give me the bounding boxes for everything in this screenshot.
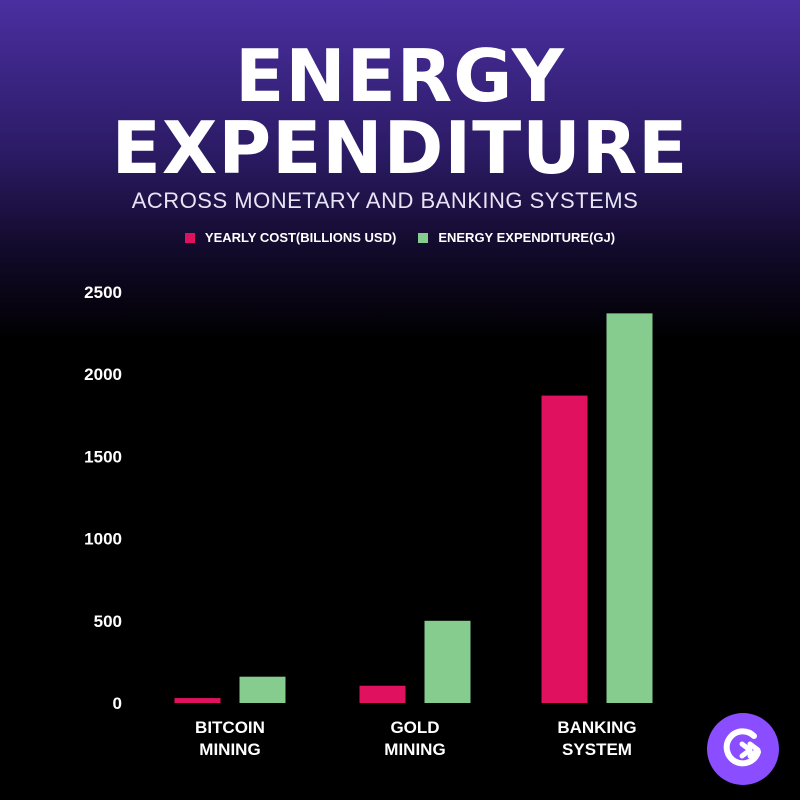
legend-item-energy: ENERGY EXPENDITURE(GJ) — [418, 230, 615, 245]
y-tick-label: 1000 — [84, 530, 122, 549]
y-tick-label: 2000 — [84, 365, 122, 384]
legend: YEARLY COST(BILLIONS USD) ENERGY EXPENDI… — [0, 230, 800, 245]
title-line-1: ENERGY — [235, 34, 565, 118]
legend-label-energy: ENERGY EXPENDITURE(GJ) — [438, 230, 616, 245]
y-tick-label: 2500 — [84, 283, 122, 302]
bar-energy — [424, 620, 471, 703]
legend-item-cost: YEARLY COST(BILLIONS USD) — [184, 230, 397, 245]
y-tick-label: 0 — [113, 694, 122, 713]
y-tick-label: 500 — [94, 612, 122, 631]
bar-energy — [606, 313, 653, 703]
y-tick-label: 1500 — [84, 447, 122, 466]
bar-cost — [359, 685, 406, 703]
x-category-label: GOLD MINING — [384, 718, 445, 759]
title-line-2: EXPENDITURE — [111, 106, 689, 190]
legend-swatch-energy — [418, 232, 429, 243]
legend-label-cost: YEARLY COST(BILLIONS USD) — [204, 230, 397, 245]
bar-cost — [541, 395, 588, 703]
brand-logo-icon — [707, 713, 779, 785]
x-category-label: BITCOIN MINING — [195, 718, 265, 759]
logo-mark-icon — [723, 728, 761, 767]
legend-swatch-cost — [184, 232, 195, 243]
bar-energy — [239, 676, 286, 703]
bar-cost — [174, 698, 221, 703]
x-category-label: BANKING SYSTEM — [557, 718, 636, 759]
subtitle: ACROSS MONETARY AND BANKING SYSTEMS — [131, 188, 639, 213]
